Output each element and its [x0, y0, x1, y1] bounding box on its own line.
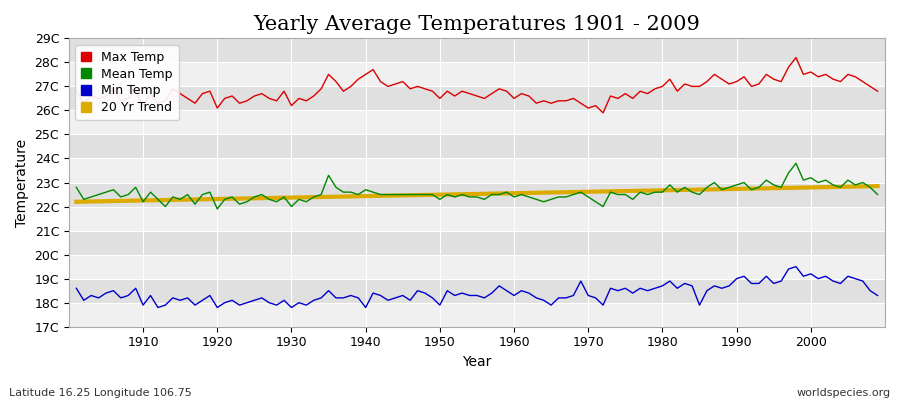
Bar [69, 62, 885, 86]
Y-axis label: Temperature: Temperature [15, 138, 29, 226]
Bar [69, 86, 885, 110]
Bar [69, 206, 885, 230]
Bar [69, 158, 885, 182]
Text: Latitude 16.25 Longitude 106.75: Latitude 16.25 Longitude 106.75 [9, 388, 192, 398]
Bar [69, 134, 885, 158]
Bar [69, 182, 885, 206]
Bar [69, 303, 885, 327]
Title: Yearly Average Temperatures 1901 - 2009: Yearly Average Temperatures 1901 - 2009 [254, 15, 700, 34]
X-axis label: Year: Year [463, 355, 491, 369]
Legend: Max Temp, Mean Temp, Min Temp, 20 Yr Trend: Max Temp, Mean Temp, Min Temp, 20 Yr Tre… [76, 44, 179, 120]
Bar [69, 110, 885, 134]
Bar [69, 38, 885, 62]
Bar [69, 279, 885, 303]
Bar [69, 255, 885, 279]
Text: worldspecies.org: worldspecies.org [796, 388, 891, 398]
Bar [69, 230, 885, 255]
